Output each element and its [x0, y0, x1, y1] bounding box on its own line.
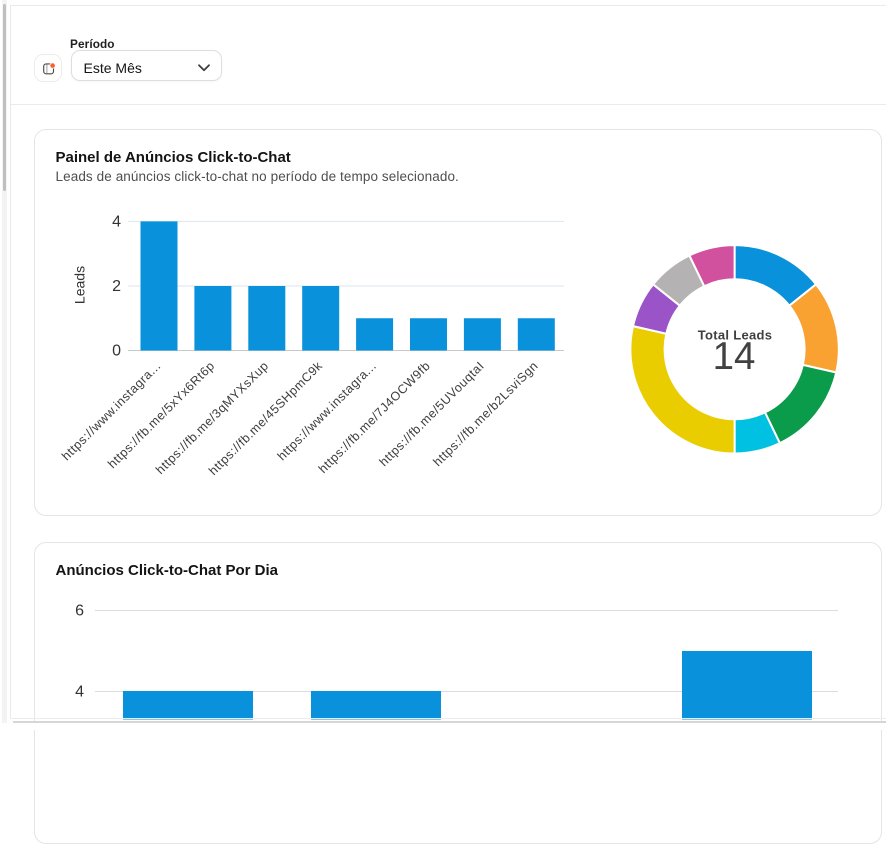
svg-text:https://fb.me/7J4OCW9fb: https://fb.me/7J4OCW9fb	[316, 359, 433, 476]
svg-text:6: 6	[75, 602, 84, 619]
svg-text:https://fb.me/5UVouqtaI: https://fb.me/5UVouqtaI	[377, 359, 487, 469]
svg-text:14: 14	[713, 335, 756, 378]
svg-text:https://www.instagra...: https://www.instagra...	[59, 359, 163, 463]
svg-text:0: 0	[112, 343, 121, 360]
svg-text:https://fb.me/3qMYXsXup: https://fb.me/3qMYXsXup	[153, 359, 271, 477]
svg-text:2: 2	[112, 278, 121, 295]
svg-text:4: 4	[112, 214, 121, 231]
svg-text:https://fb.me/5xYx6Rt6p: https://fb.me/5xYx6Rt6p	[105, 359, 217, 471]
svg-text:https://fb.me/b2LsviSgn: https://fb.me/b2LsviSgn	[431, 359, 541, 469]
svg-text:https://fb.me/45SHpmC9k: https://fb.me/45SHpmC9k	[206, 359, 325, 478]
svg-text:4: 4	[75, 683, 84, 700]
svg-text:Leads: Leads	[72, 266, 88, 304]
svg-text:https://www.instagra...: https://www.instagra...	[275, 359, 379, 463]
svg-text:Total Leads: Total Leads	[698, 327, 773, 342]
